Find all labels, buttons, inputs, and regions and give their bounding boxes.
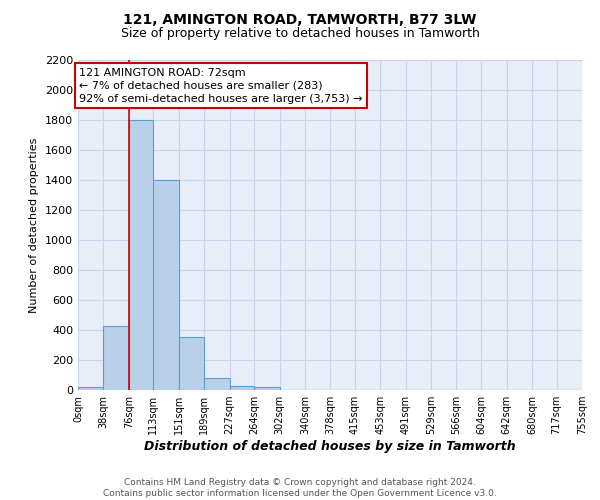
Text: Contains HM Land Registry data © Crown copyright and database right 2024.
Contai: Contains HM Land Registry data © Crown c… bbox=[103, 478, 497, 498]
Bar bbox=[129, 120, 154, 390]
Bar bbox=[230, 386, 254, 390]
Bar bbox=[154, 180, 179, 390]
X-axis label: Distribution of detached houses by size in Tamworth: Distribution of detached houses by size … bbox=[144, 440, 516, 453]
Bar bbox=[179, 337, 204, 390]
Bar bbox=[254, 387, 280, 390]
Text: Size of property relative to detached houses in Tamworth: Size of property relative to detached ho… bbox=[121, 28, 479, 40]
Text: 121 AMINGTON ROAD: 72sqm
← 7% of detached houses are smaller (283)
92% of semi-d: 121 AMINGTON ROAD: 72sqm ← 7% of detache… bbox=[79, 68, 363, 104]
Bar bbox=[78, 387, 103, 390]
Y-axis label: Number of detached properties: Number of detached properties bbox=[29, 138, 40, 312]
Text: 121, AMINGTON ROAD, TAMWORTH, B77 3LW: 121, AMINGTON ROAD, TAMWORTH, B77 3LW bbox=[124, 12, 476, 26]
Bar bbox=[204, 378, 230, 390]
Bar bbox=[103, 326, 129, 390]
